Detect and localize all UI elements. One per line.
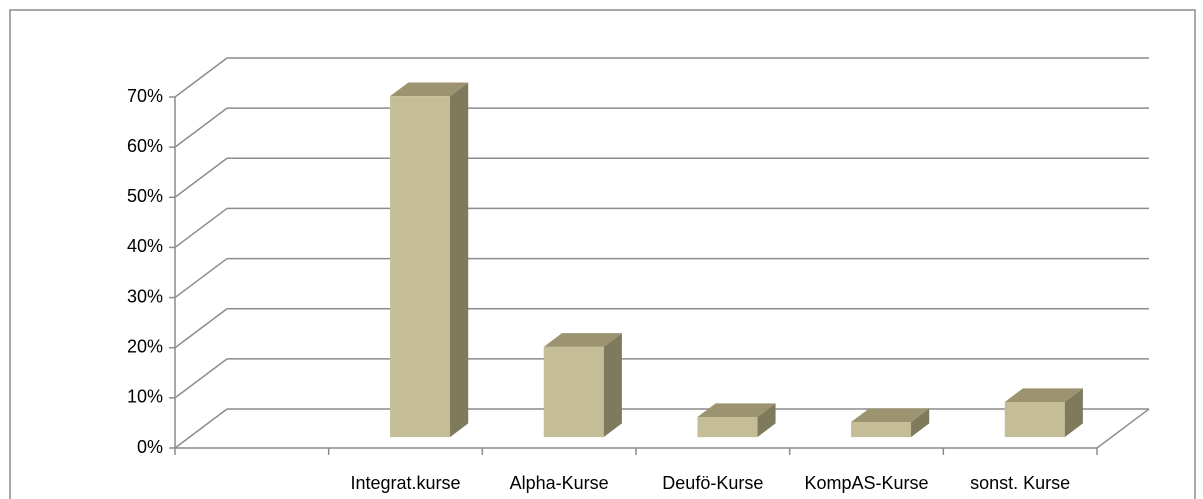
bar-front (543, 346, 604, 438)
bar (851, 408, 930, 438)
bar (543, 333, 622, 438)
x-tick-label: sonst. Kurse (970, 473, 1070, 493)
grid-line-side (174, 207, 228, 249)
bar-top (697, 403, 776, 418)
y-tick-label: 40% (127, 236, 163, 256)
grid-line-side (174, 308, 228, 349)
bar-side (1064, 388, 1083, 438)
x-tick-label: Alpha-Kurse (510, 473, 609, 493)
bar-side (911, 408, 930, 438)
grid-line-side (174, 408, 228, 449)
bar (390, 82, 469, 438)
grid-line-side (174, 107, 228, 148)
bar (697, 403, 776, 438)
bar-side (757, 403, 776, 438)
y-tick-label: 20% (127, 336, 163, 356)
bar (1004, 388, 1083, 438)
bar-top (1004, 388, 1083, 402)
x-tick-label: Deufö-Kurse (662, 473, 763, 493)
bar-top (543, 333, 622, 347)
grid-line-side (174, 57, 228, 98)
y-tick-label: 10% (127, 387, 163, 407)
bar-side (603, 333, 622, 438)
y-tick-label: 0% (137, 437, 163, 457)
x-tick-label: KompAS-Kurse (804, 473, 928, 493)
bar-front (851, 422, 912, 438)
bar-front (697, 417, 758, 438)
x-tick-label: Integrat.kurse (350, 473, 460, 493)
bar-side (450, 82, 469, 438)
bar-top (851, 408, 930, 423)
y-tick-label: 50% (127, 186, 163, 206)
floor-right (1096, 408, 1150, 449)
bar-top (390, 82, 469, 97)
bar-front (390, 96, 451, 438)
grid-line-side (174, 358, 228, 399)
y-tick-label: 30% (127, 286, 163, 306)
y-tick-label: 60% (127, 136, 163, 156)
grid-line-side (174, 257, 228, 299)
grid-line-side (174, 157, 228, 198)
bar-front (1004, 401, 1065, 438)
y-tick-label: 70% (127, 86, 163, 106)
